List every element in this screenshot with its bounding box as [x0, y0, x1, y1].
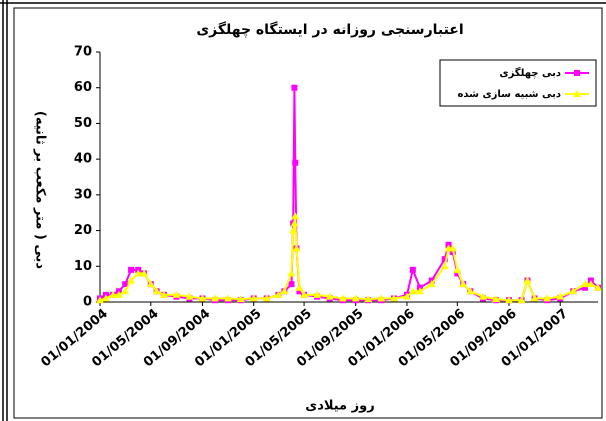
legend-marker: [573, 90, 581, 97]
marker: [594, 283, 602, 291]
marker: [415, 287, 424, 295]
marker: [580, 280, 589, 288]
chart-border: [13, 7, 603, 419]
marker: [287, 269, 296, 277]
marker: [523, 276, 532, 284]
marker: [543, 294, 552, 302]
marker: [313, 290, 322, 298]
marker: [454, 270, 461, 277]
marker: [292, 244, 301, 252]
marker: [172, 290, 181, 298]
marker: [459, 280, 468, 288]
y-tick-label: 40: [74, 152, 92, 167]
marker: [128, 266, 135, 273]
marker: [274, 290, 283, 298]
marker: [325, 292, 334, 300]
marker: [291, 84, 298, 91]
marker: [134, 269, 143, 277]
y-tick-label: 10: [74, 259, 92, 274]
marker: [236, 295, 245, 303]
x-axis-label: روز میلادی: [305, 399, 374, 414]
marker: [288, 281, 295, 288]
y-tick-label: 0: [83, 295, 92, 310]
marker: [249, 294, 258, 302]
y-axis-label: دبی ( متر مکعب بر ثانیه): [33, 111, 48, 269]
marker: [448, 244, 457, 252]
y-tick-label: 50: [74, 116, 92, 131]
marker: [517, 296, 526, 304]
marker: [581, 284, 588, 291]
marker: [289, 226, 298, 234]
marker: [96, 296, 104, 304]
marker: [140, 269, 149, 277]
marker: [402, 292, 411, 300]
marker: [146, 280, 155, 288]
legend-box: [439, 59, 597, 107]
marker: [159, 290, 168, 298]
marker: [291, 212, 300, 220]
marker: [152, 287, 161, 295]
y-tick-label: 60: [74, 80, 92, 95]
marker: [198, 294, 207, 302]
marker: [408, 287, 417, 295]
marker: [377, 294, 386, 302]
marker: [441, 256, 448, 263]
marker: [586, 280, 595, 288]
marker: [101, 294, 110, 302]
marker: [122, 281, 129, 288]
marker: [530, 294, 539, 302]
marker: [262, 294, 271, 302]
legend-label: دبی شبیه سازی شده: [457, 89, 561, 100]
marker: [569, 287, 578, 295]
marker: [296, 288, 303, 295]
marker: [466, 287, 475, 295]
y-tick-label: 20: [74, 223, 92, 238]
marker: [280, 287, 289, 295]
marker: [409, 266, 416, 273]
legend-marker: [574, 70, 580, 76]
marker: [338, 294, 347, 302]
marker: [290, 219, 299, 227]
marker: [389, 294, 398, 302]
marker: [295, 283, 304, 291]
y-tick-label: 30: [74, 187, 92, 202]
marker: [556, 292, 565, 300]
marker: [351, 294, 360, 302]
marker: [185, 292, 194, 300]
marker: [364, 295, 373, 303]
marker: [211, 294, 220, 302]
y-tick-label: 70: [74, 45, 92, 60]
marker: [427, 280, 436, 288]
marker: [440, 262, 449, 270]
marker: [453, 265, 462, 273]
marker: [114, 290, 123, 298]
marker: [478, 292, 487, 300]
legend-label: دبی چهلگزی: [499, 66, 561, 79]
marker: [292, 159, 299, 166]
marker: [109, 290, 118, 298]
marker: [300, 290, 309, 298]
marker: [121, 287, 130, 295]
marker: [504, 296, 513, 304]
marker: [127, 276, 136, 284]
marker: [224, 294, 233, 302]
chart-title: اعتبارسنجی روزانه در ایستگاه چهلگزی: [196, 21, 463, 38]
marker: [491, 295, 500, 303]
